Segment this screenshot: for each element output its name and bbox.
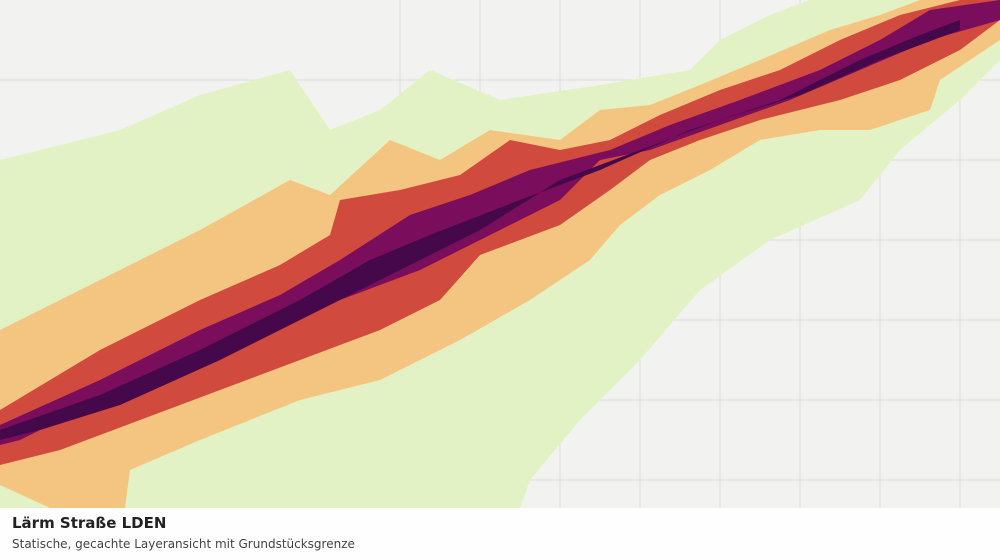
noise-band-extreme <box>0 20 960 440</box>
legend-panel: Lärm Straße LDEN Statische, gecachte Lay… <box>0 508 1000 560</box>
legend-title: Lärm Straße LDEN <box>12 514 167 532</box>
legend-subtitle: Statische, gecachte Layeransicht mit Gru… <box>12 537 355 551</box>
noise-band-high <box>0 0 1000 465</box>
noise-band-medium <box>0 0 1000 508</box>
